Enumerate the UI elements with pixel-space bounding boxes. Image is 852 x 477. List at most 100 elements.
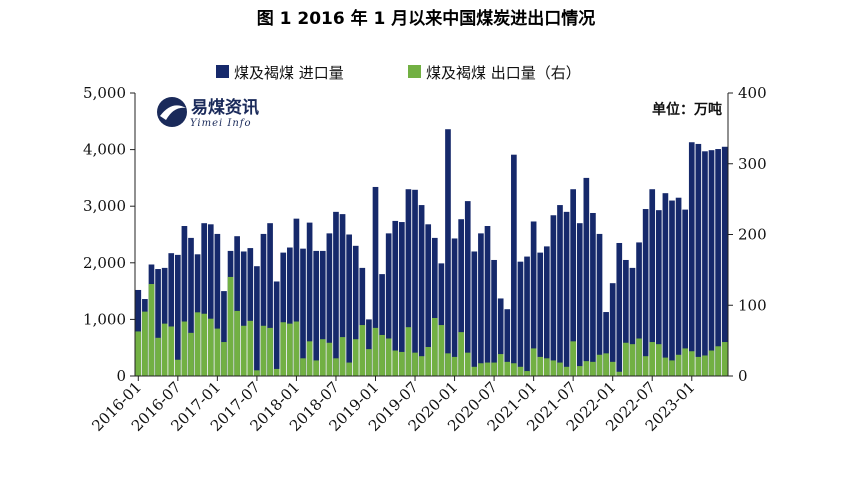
import-bar-2017-05 bbox=[240, 251, 247, 376]
export-bar-2016-08 bbox=[181, 321, 188, 376]
import-bar-2021-09 bbox=[583, 177, 590, 376]
import-bar-2021-10 bbox=[590, 212, 596, 376]
import-bar-2020-09 bbox=[504, 309, 511, 376]
export-bar-2019-12 bbox=[445, 353, 451, 376]
export-bar-2022-02 bbox=[616, 371, 623, 376]
export-bar-2016-12 bbox=[207, 318, 214, 376]
export-bar-2019-08 bbox=[418, 356, 425, 376]
right-tick-label: 0 bbox=[738, 367, 748, 385]
export-bar-2022-06 bbox=[642, 356, 649, 376]
import-bar-2017-04 bbox=[234, 236, 240, 376]
import-bar-2022-05 bbox=[636, 242, 642, 376]
import-bar-2019-04 bbox=[392, 220, 399, 376]
import-bar-2019-03 bbox=[385, 233, 392, 376]
legend-label-export: 煤及褐煤 出口量（右） bbox=[426, 64, 581, 82]
right-tick-label: 200 bbox=[738, 226, 767, 244]
right-tick-label: 400 bbox=[738, 84, 767, 102]
export-bar-2018-06 bbox=[326, 342, 333, 376]
import-bar-2016-12 bbox=[207, 224, 214, 376]
x-axis-ticks: 2016-012016-072017-012017-072018-012018-… bbox=[88, 376, 699, 435]
yimei-logo: 易煤资讯 Yimei Info bbox=[157, 97, 259, 129]
import-bar-2023-06 bbox=[721, 146, 728, 376]
legend-swatch-import bbox=[216, 65, 229, 78]
export-bar-2020-10 bbox=[511, 363, 517, 376]
export-bar-2021-02 bbox=[537, 356, 544, 376]
import-bar-2016-05 bbox=[161, 267, 168, 376]
export-bar-2021-08 bbox=[576, 366, 583, 376]
import-bar-2021-07 bbox=[570, 189, 576, 376]
import-bar-2022-11 bbox=[675, 197, 682, 376]
left-tick-label: 2,000 bbox=[83, 254, 126, 272]
import-bar-2022-01 bbox=[609, 283, 616, 376]
import-bar-2022-08 bbox=[655, 210, 662, 376]
import-bar-2016-07 bbox=[174, 254, 181, 376]
export-bar-2017-10 bbox=[273, 368, 280, 376]
export-bar-2021-10 bbox=[590, 361, 596, 376]
export-bar-2022-10 bbox=[669, 360, 675, 376]
left-axis-ticks: 0 1,000 2,000 3,000 4,000 5,000 bbox=[83, 84, 135, 385]
export-bar-2023-01 bbox=[688, 351, 695, 376]
export-bar-2018-04 bbox=[313, 360, 320, 376]
import-bar-2017-12 bbox=[287, 247, 293, 376]
import-bar-2023-05 bbox=[715, 149, 721, 376]
import-bar-2019-02 bbox=[379, 274, 385, 376]
export-bar-2016-03 bbox=[148, 284, 155, 376]
export-bar-2018-09 bbox=[346, 362, 352, 376]
export-bar-2022-05 bbox=[636, 338, 642, 376]
export-bar-2020-12 bbox=[524, 371, 530, 376]
export-bar-2016-01 bbox=[135, 331, 142, 376]
export-bar-2020-01 bbox=[451, 356, 458, 376]
export-bar-2021-11 bbox=[596, 354, 603, 376]
import-bar-2019-12 bbox=[445, 129, 451, 376]
export-bar-2017-02 bbox=[221, 342, 227, 376]
import-bar-2022-02 bbox=[616, 242, 623, 376]
export-bar-2017-12 bbox=[287, 323, 293, 376]
export-bar-2016-07 bbox=[174, 359, 181, 376]
export-bar-2021-01 bbox=[530, 348, 537, 376]
export-bar-2016-10 bbox=[194, 312, 201, 376]
import-bar-2020-01 bbox=[451, 238, 458, 376]
export-bar-2019-04 bbox=[392, 350, 399, 376]
export-bar-2016-04 bbox=[155, 337, 161, 376]
export-bar-2016-05 bbox=[161, 323, 168, 376]
export-bar-2021-06 bbox=[563, 366, 570, 376]
import-bar-2021-04 bbox=[550, 215, 557, 376]
left-tick-label: 5,000 bbox=[83, 84, 126, 102]
export-bars bbox=[135, 276, 728, 376]
export-bar-2019-10 bbox=[431, 317, 438, 376]
export-bar-2017-07 bbox=[254, 370, 260, 376]
import-bar-2018-04 bbox=[313, 250, 320, 376]
export-bar-2022-11 bbox=[675, 354, 682, 376]
export-bar-2022-07 bbox=[649, 342, 656, 376]
import-bar-2021-02 bbox=[537, 252, 544, 376]
legend-swatch-export bbox=[408, 65, 421, 78]
import-bar-2021-11 bbox=[596, 233, 603, 376]
export-bar-2018-07 bbox=[333, 358, 339, 376]
export-bar-2017-05 bbox=[240, 325, 247, 376]
export-bar-2018-08 bbox=[339, 337, 346, 376]
import-bar-2020-04 bbox=[471, 251, 478, 376]
import-bar-2016-11 bbox=[201, 223, 208, 376]
logo-name-en: Yimei Info bbox=[190, 118, 252, 129]
export-bar-2019-11 bbox=[438, 325, 445, 376]
import-bar-2020-05 bbox=[478, 233, 484, 376]
left-tick-label: 1,000 bbox=[83, 310, 126, 328]
import-bar-2016-08 bbox=[181, 226, 188, 376]
legend: 煤及褐煤 进口量 煤及褐煤 出口量（右） bbox=[216, 64, 581, 82]
export-bar-2021-09 bbox=[583, 361, 590, 376]
import-bar-2018-02 bbox=[300, 248, 306, 376]
import-bar-2017-09 bbox=[267, 223, 273, 376]
import-bar-2018-09 bbox=[346, 234, 352, 376]
export-bar-2017-03 bbox=[227, 276, 234, 376]
export-bar-2018-12 bbox=[366, 349, 372, 376]
import-bar-2021-03 bbox=[543, 246, 550, 376]
import-bar-2021-06 bbox=[563, 211, 570, 376]
export-bar-2022-03 bbox=[623, 342, 629, 376]
export-bar-2020-04 bbox=[471, 366, 478, 376]
export-bar-2017-08 bbox=[260, 325, 267, 376]
chart-title: 图 1 2016 年 1 月以来中国煤炭进出口情况 bbox=[257, 8, 596, 29]
import-bar-2019-10 bbox=[431, 237, 438, 376]
import-bar-2020-02 bbox=[458, 219, 464, 376]
